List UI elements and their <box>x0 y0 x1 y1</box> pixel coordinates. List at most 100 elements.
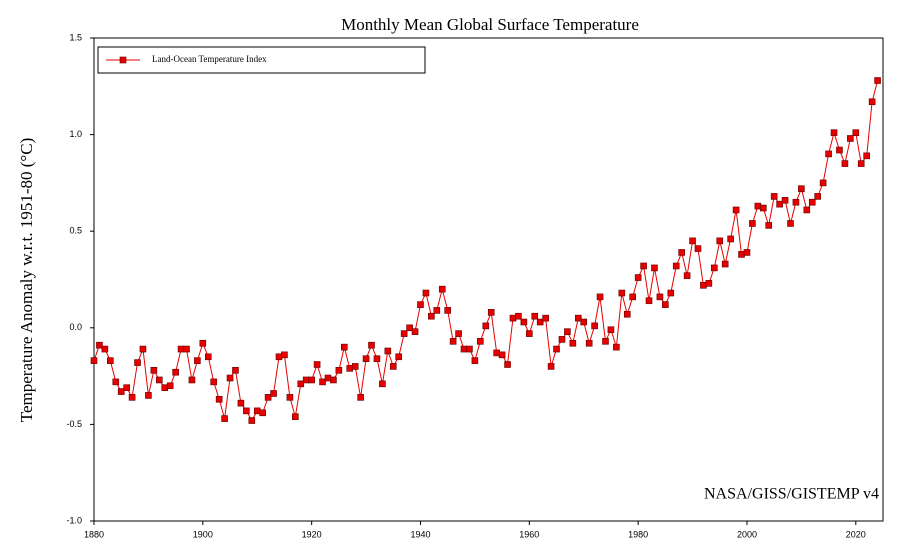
chart-title: Monthly Mean Global Surface Temperature <box>341 15 639 34</box>
marker <box>493 349 500 357</box>
marker <box>237 399 245 407</box>
marker <box>830 129 838 136</box>
marker <box>814 193 822 200</box>
marker <box>841 160 849 167</box>
marker <box>531 312 539 320</box>
y-tick-label: -0.5 <box>66 419 82 429</box>
marker <box>498 351 506 359</box>
marker <box>215 395 223 403</box>
marker <box>477 338 484 345</box>
marker <box>313 361 321 368</box>
x-tick-label: 1920 <box>302 529 322 539</box>
marker <box>781 196 789 204</box>
y-tick-label: -1.0 <box>66 515 82 525</box>
marker <box>569 339 577 347</box>
marker <box>183 345 190 353</box>
marker <box>836 146 843 154</box>
marker <box>466 345 473 353</box>
marker <box>515 312 522 320</box>
marker <box>259 409 266 417</box>
marker <box>351 363 359 370</box>
marker <box>297 380 305 388</box>
marker <box>286 394 294 401</box>
marker <box>460 345 468 353</box>
marker <box>564 328 571 335</box>
x-tick-label: 2020 <box>846 529 866 539</box>
marker <box>384 347 392 355</box>
marker <box>166 382 174 390</box>
marker <box>509 314 517 322</box>
marker <box>868 98 876 106</box>
marker <box>808 198 816 206</box>
marker <box>526 330 533 337</box>
marker <box>700 281 707 289</box>
marker <box>155 376 163 384</box>
x-tick-label: 1960 <box>519 529 539 539</box>
marker <box>248 417 256 424</box>
marker <box>471 357 479 364</box>
marker <box>727 235 734 243</box>
marker <box>716 237 724 245</box>
marker <box>656 293 664 301</box>
marker <box>585 339 593 347</box>
marker <box>694 245 702 252</box>
marker <box>226 374 234 382</box>
marker <box>221 415 228 422</box>
marker <box>134 359 141 366</box>
marker <box>145 392 152 399</box>
marker <box>128 394 136 401</box>
marker <box>330 376 337 384</box>
marker <box>308 376 315 384</box>
marker <box>738 251 745 258</box>
marker <box>743 249 751 256</box>
series-line <box>93 80 879 422</box>
marker <box>732 206 740 214</box>
marker <box>319 378 326 386</box>
marker <box>292 413 299 420</box>
marker <box>759 204 767 212</box>
marker <box>96 341 103 349</box>
marker <box>357 394 364 401</box>
marker <box>787 220 794 227</box>
marker <box>232 367 239 374</box>
marker <box>302 376 310 384</box>
marker <box>379 380 386 388</box>
marker <box>749 220 756 227</box>
marker <box>395 353 403 361</box>
marker <box>161 384 169 391</box>
marker <box>107 357 114 364</box>
marker <box>400 330 408 337</box>
marker <box>520 318 528 326</box>
marker <box>645 297 653 305</box>
legend-marker <box>119 56 127 64</box>
y-tick-label: 0.5 <box>69 226 82 236</box>
marker <box>803 206 811 214</box>
y-axis-label: Temperature Anomaly w.r.t. 1951-80 (°C) <box>17 138 36 422</box>
marker <box>204 353 212 361</box>
marker <box>683 272 691 279</box>
marker <box>112 378 120 386</box>
marker <box>662 301 669 308</box>
marker <box>270 390 277 397</box>
marker <box>455 330 462 337</box>
marker <box>857 160 865 167</box>
marker <box>281 351 288 359</box>
y-tick-label: 0.0 <box>69 322 82 332</box>
x-tick-label: 1900 <box>193 529 213 539</box>
marker <box>847 135 854 142</box>
y-tick-label: 1.5 <box>69 32 82 42</box>
marker <box>433 307 441 314</box>
marker <box>264 394 272 401</box>
marker <box>874 77 881 84</box>
legend-label: Land-Ocean Temperature Index <box>152 54 267 64</box>
marker <box>792 198 800 206</box>
marker <box>324 374 332 382</box>
marker <box>417 301 424 308</box>
marker <box>547 363 555 370</box>
marker <box>428 312 435 320</box>
marker <box>177 345 185 353</box>
marker <box>123 384 130 391</box>
marker <box>651 264 658 272</box>
marker <box>863 152 870 160</box>
